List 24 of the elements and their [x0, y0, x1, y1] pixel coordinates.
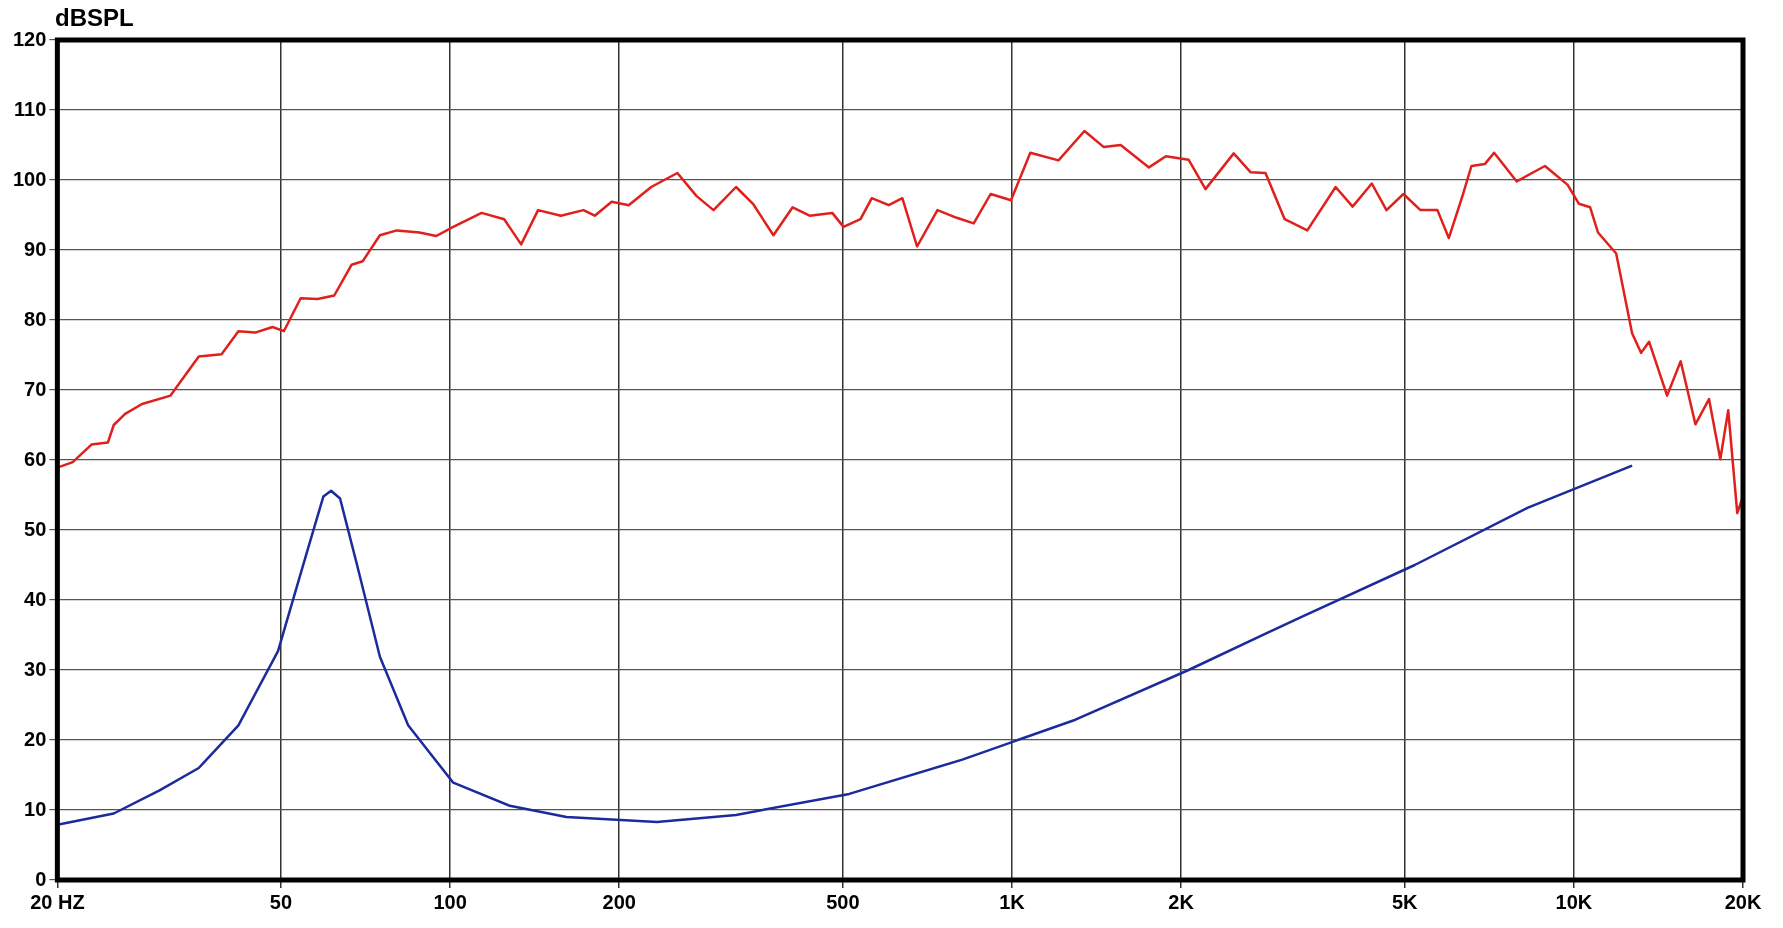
y-tick-label: 50: [24, 517, 47, 540]
y-tick-label: 120: [12, 27, 47, 50]
x-tick-label: 20 HZ: [30, 890, 85, 913]
x-tick-label: 1K: [999, 890, 1026, 913]
y-tick-label: 20: [24, 727, 47, 750]
y-tick-label: 80: [24, 307, 47, 330]
y-tick-label: 60: [24, 447, 47, 470]
y-tick-label: 70: [24, 377, 47, 400]
y-tick-label: 0: [35, 867, 47, 890]
y-tick-label: 30: [24, 657, 47, 680]
x-tick-label: 20K: [1724, 890, 1762, 913]
y-tick-label: 110: [14, 97, 47, 120]
y-tick-label: 40: [24, 587, 47, 610]
x-tick-label: 200: [602, 890, 636, 913]
x-tick-label: 50: [269, 890, 293, 913]
x-tick-label: 100: [433, 890, 467, 913]
y-tick-label: 100: [12, 167, 47, 190]
x-tick-label: 500: [826, 890, 860, 913]
x-tick-label: 2K: [1168, 890, 1195, 913]
y-tick-label: 90: [24, 237, 47, 260]
y-tick-label: 10: [24, 797, 47, 820]
x-tick-label: 5K: [1391, 890, 1419, 913]
x-tick-label: 10K: [1555, 890, 1593, 913]
y-axis-title: dBSPL: [55, 4, 134, 32]
